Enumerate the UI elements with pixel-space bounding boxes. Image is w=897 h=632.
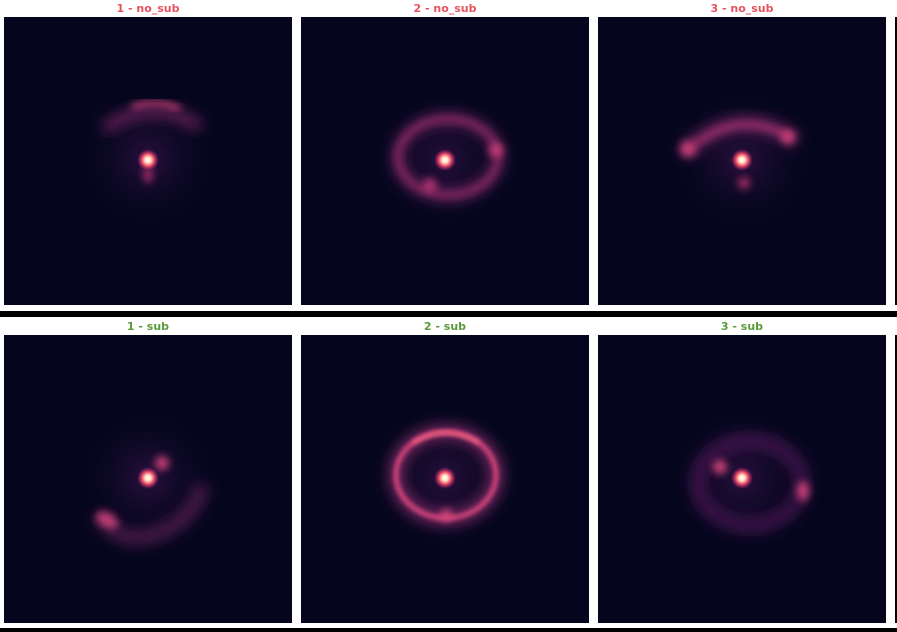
sub-row: 1 - sub 2 - sub 3 - sub	[0, 318, 897, 628]
panel-title-2-no-sub: 2 - no_sub	[413, 2, 477, 15]
lens-image-1-sub	[4, 335, 292, 623]
edge-strip-bottom	[895, 335, 897, 623]
panel-title-1-sub: 1 - sub	[126, 320, 170, 333]
lens-image-3-no-sub	[598, 17, 886, 305]
panel-title-2-sub: 2 - sub	[423, 320, 467, 333]
row-divider	[0, 311, 897, 317]
panel-title-3-sub: 3 - sub	[720, 320, 764, 333]
lens-image-2-no-sub	[301, 17, 589, 305]
bottom-border	[0, 628, 897, 632]
panel-title-1-no-sub: 1 - no_sub	[116, 2, 180, 15]
lens-image-2-sub	[301, 335, 589, 623]
lens-image-1-no-sub	[4, 17, 292, 305]
panel-title-3-no-sub: 3 - no_sub	[710, 2, 774, 15]
no-sub-row: 1 - no_sub 2 - no_sub 3 - no_sub	[0, 0, 897, 310]
lens-image-3-sub	[598, 335, 886, 623]
edge-strip-top	[895, 17, 897, 305]
